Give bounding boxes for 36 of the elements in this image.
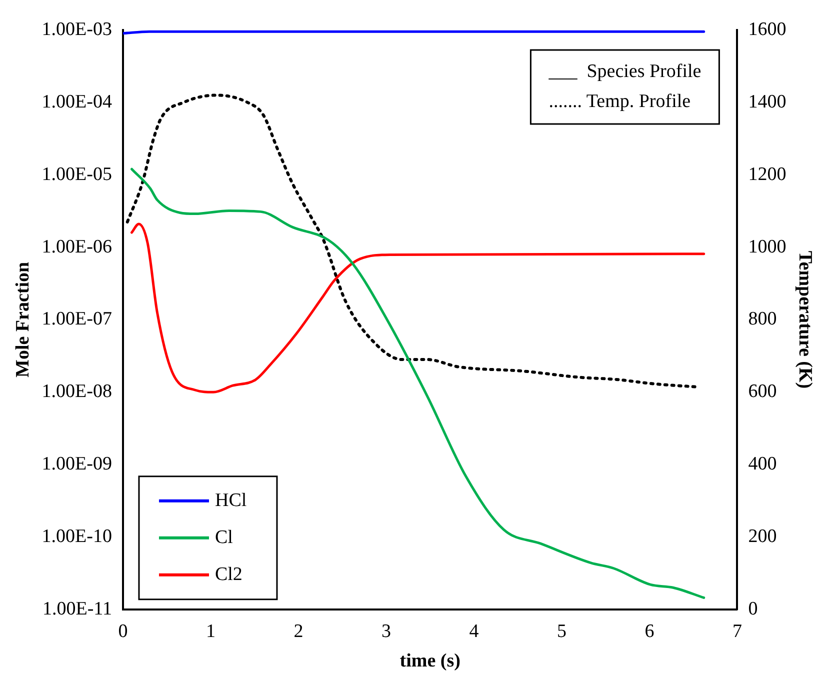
x-tick-label: 3 xyxy=(381,620,391,642)
legend-label: Cl2 xyxy=(214,564,242,585)
line-series xyxy=(130,222,706,394)
y-tick-label: 1.00E-10 xyxy=(42,526,112,547)
y2-tick-label: 0 xyxy=(748,598,758,620)
x-tick-label: 7 xyxy=(732,620,742,642)
legend-label: Cl xyxy=(214,526,233,548)
y2-tick-label: 1000 xyxy=(748,236,786,258)
y-axis-title: Mole Fraction xyxy=(12,262,34,378)
y2-tick-label: 1600 xyxy=(748,18,786,40)
y-tick-label: 1.00E-09 xyxy=(42,454,112,475)
y2-axis-title: Temperature (K) xyxy=(794,250,816,389)
y2-tick-label: 1400 xyxy=(748,91,786,112)
y2-tick-label: 600 xyxy=(748,381,777,402)
x-tick-label: 5 xyxy=(556,620,566,642)
y-tick-label: 1.00E-06 xyxy=(42,236,112,258)
annotation: ....... Temp. Profile xyxy=(548,90,691,112)
y-tick-label: 1.00E-05 xyxy=(42,164,112,185)
annotation: ___ Species Profile xyxy=(548,60,702,82)
x-tick-label: 0 xyxy=(118,620,128,642)
legend-label: HCl xyxy=(214,490,247,511)
x-tick-label: 2 xyxy=(294,620,304,642)
x-tick-label: 4 xyxy=(469,620,480,642)
y-tick-label: 1.00E-03 xyxy=(42,18,112,40)
y-tick-label: 1.00E-08 xyxy=(42,381,112,402)
y2-tick-label: 400 xyxy=(748,454,777,475)
y2-tick-label: 200 xyxy=(748,526,777,547)
x-tick-label: 6 xyxy=(644,620,654,642)
x-axis-title: time (s) xyxy=(400,650,460,672)
y-tick-label: 1.00E-07 xyxy=(42,308,112,330)
y2-tick-label: 1200 xyxy=(748,164,786,185)
y-tick-label: 1.00E-04 xyxy=(42,91,112,112)
x-tick-label: 1 xyxy=(206,620,216,642)
y2-tick-label: 800 xyxy=(748,308,777,330)
y-tick-label: 1.00E-11 xyxy=(42,598,112,620)
line-series xyxy=(130,168,706,599)
